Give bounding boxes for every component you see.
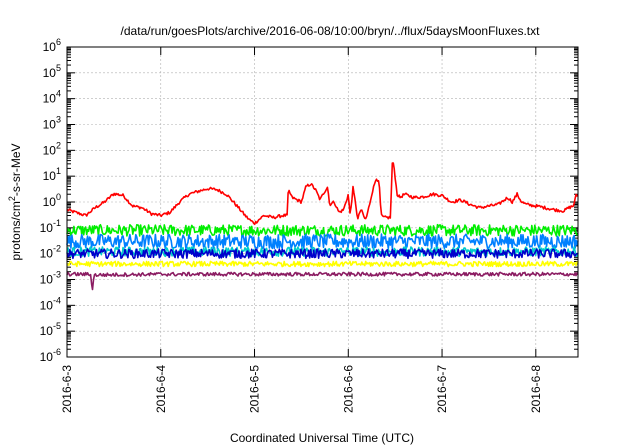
y-tick-label: 106 bbox=[43, 37, 61, 54]
x-tick-label: 2016-6-3 bbox=[60, 365, 74, 413]
x-axis-ticks: 2016-6-3 2016-6-4 2016-6-5 2016-6-6 2016-6-7… bbox=[60, 47, 543, 413]
x-tick-label: 2016-6-5 bbox=[248, 365, 262, 413]
chart-title: /data/run/goesPlots/archive/2016-06-08/1… bbox=[121, 24, 541, 38]
y-tick-label: 10-4 bbox=[40, 295, 61, 312]
y-axis-label-sup: 2 bbox=[7, 196, 17, 201]
y-tick-label: 10-6 bbox=[40, 347, 61, 364]
x-tick-label: 2016-6-8 bbox=[529, 365, 543, 413]
series-line-2 bbox=[66, 233, 579, 250]
data-series bbox=[66, 162, 579, 291]
y-tick-label: 10-1 bbox=[40, 218, 61, 235]
series-line-5 bbox=[66, 260, 579, 268]
x-tick-label: 2016-6-7 bbox=[435, 365, 449, 413]
x-tick-label: 2016-6-6 bbox=[341, 365, 355, 413]
series-line-6 bbox=[66, 271, 579, 291]
y-tick-label: 100 bbox=[43, 192, 61, 209]
y-tick-label: 10-3 bbox=[40, 270, 61, 287]
y-tick-label: 10-5 bbox=[40, 321, 61, 338]
y-axis-label: protons/cm2-s-sr-MeV bbox=[7, 143, 23, 260]
x-axis-label: Coordinated Universal Time (UTC) bbox=[230, 431, 414, 445]
plot-frame bbox=[66, 46, 579, 358]
y-tick-label: 102 bbox=[43, 140, 61, 157]
y-axis-label-rest: -s-sr-MeV bbox=[9, 143, 23, 196]
series-line-4 bbox=[66, 248, 579, 260]
x-tick-label: 2016-6-4 bbox=[154, 365, 168, 413]
y-tick-label: 10-2 bbox=[40, 244, 61, 261]
y-tick-label: 105 bbox=[43, 63, 61, 80]
y-tick-label: 104 bbox=[43, 89, 61, 106]
series-line-1 bbox=[66, 223, 579, 237]
y-axis-ticks: 106 105 104 103 102 101 100 10-1 10-2 10-3 10-4 10-… bbox=[40, 37, 578, 364]
series-line-0 bbox=[66, 162, 579, 226]
y-tick-label: 103 bbox=[43, 115, 61, 132]
y-tick-label: 101 bbox=[43, 166, 61, 183]
y-axis-label-base: protons/cm bbox=[9, 201, 23, 260]
